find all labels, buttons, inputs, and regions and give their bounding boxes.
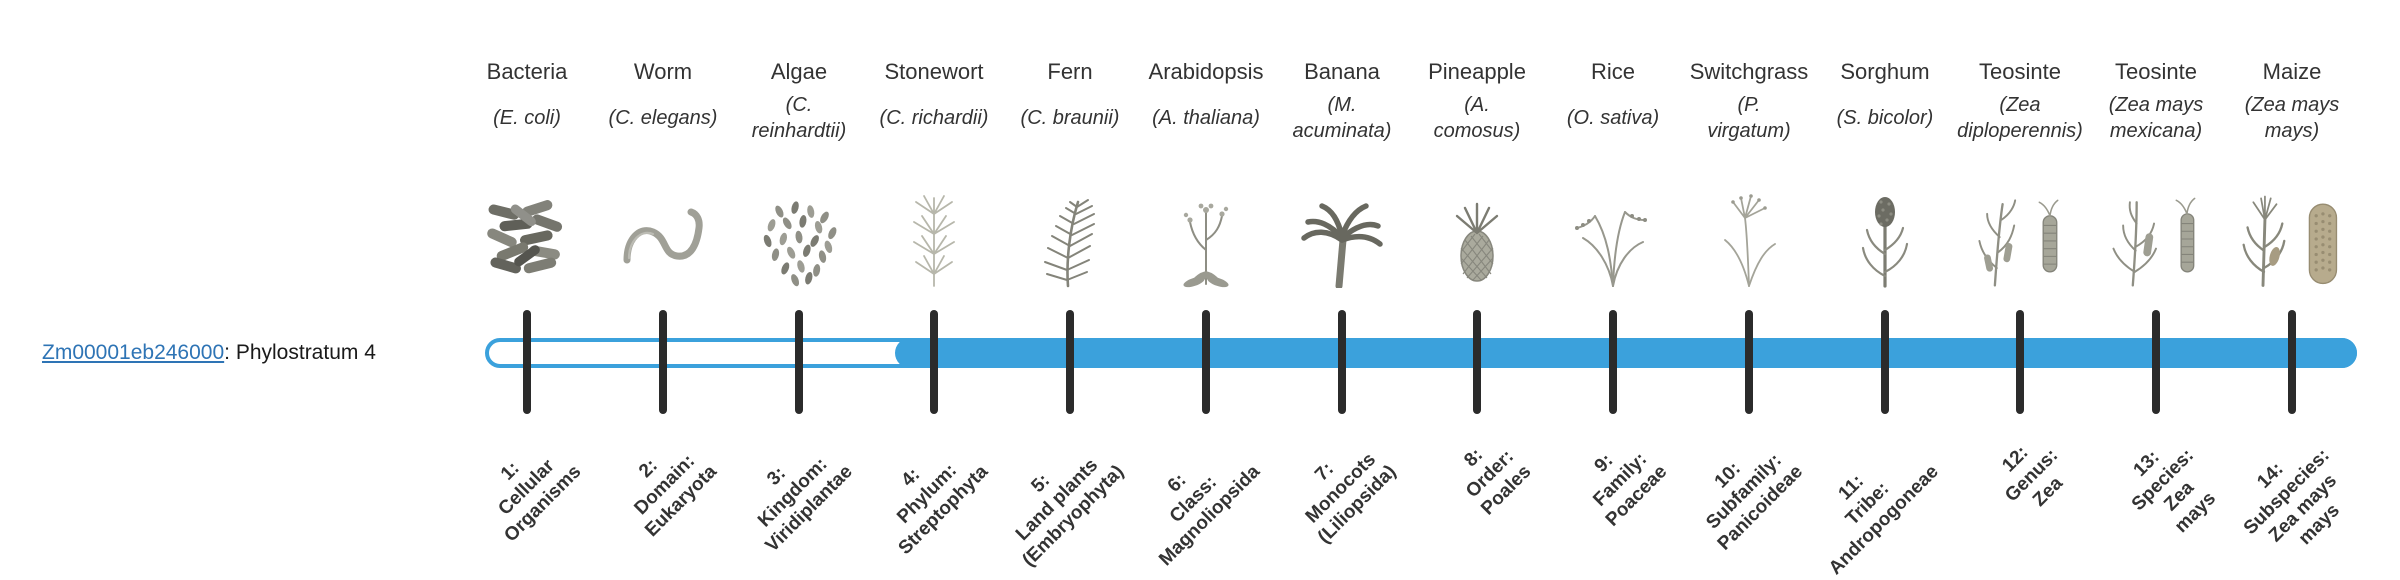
organism-column: Bacteria (E. coli) — [462, 58, 592, 288]
stratum-tick-14 — [2288, 310, 2296, 414]
organism-sci-name: (Zea diploperennis) — [1957, 94, 2083, 142]
organism-sci-name: (C. richardii) — [879, 107, 989, 129]
phylostratum-track-fill — [895, 338, 2357, 368]
organism-column: Pineapple (A. comosus) — [1412, 58, 1542, 288]
stratum-tick-12 — [2016, 310, 2024, 414]
maize-icon — [2234, 190, 2350, 288]
arabidopsis-icon — [1156, 188, 1256, 288]
organism-column: Arabidopsis (A. thaliana) — [1141, 58, 1271, 288]
bacteria-icon — [479, 196, 575, 288]
organism-name: Stonewort — [884, 59, 984, 84]
stratum-label-14: 14: Subspecies: Zea mays mays — [2239, 444, 2344, 550]
organism-column: Teosinte (Zea diploperennis) — [1955, 58, 2085, 288]
organism-name: Bacteria — [486, 59, 568, 84]
organism-sci-name: (C. elegans) — [608, 107, 718, 129]
stratum-label-12: 12: Genus: Zea — [1997, 442, 2067, 511]
stratum-label-1: 1: Cellular Organisms — [494, 455, 586, 547]
fern-icon — [1020, 188, 1120, 288]
stratum-tick-3 — [795, 310, 803, 414]
stratum-tick-9 — [1609, 310, 1617, 414]
organism-name: Maize — [2262, 59, 2322, 84]
organism-column: Worm (C. elegans) — [598, 58, 728, 288]
organism-column: Maize (Zea mays mays) — [2227, 58, 2357, 288]
stratum-label-4: 4: Phylum: Streptophyta — [893, 459, 993, 559]
organism-column: Sorghum (S. bicolor) — [1820, 58, 1950, 288]
organism-sci-name: (A. thaliana) — [1152, 107, 1260, 129]
stratum-tick-4 — [930, 310, 938, 414]
organism-column: Banana (M. acuminata) — [1277, 58, 1407, 288]
stratum-tick-6 — [1202, 310, 1210, 414]
stratum-label-11: 11: Tribe: Andropogoneae — [1825, 461, 1944, 580]
organism-column: Rice (O. sativa) — [1548, 58, 1678, 288]
organism-name: Algae — [770, 59, 828, 84]
phylostratum-text: : Phylostratum 4 — [224, 341, 376, 364]
stratum-label-8: 8: Order: Poales — [1460, 444, 1536, 520]
stonewort-icon — [884, 188, 984, 288]
stratum-label-13: 13: Species: Zea mays — [2127, 444, 2220, 538]
organism-sci-name: (C. braunii) — [1020, 107, 1120, 129]
organism-sci-name: (O. sativa) — [1566, 107, 1660, 129]
organism-sci-name: (P. virgatum) — [1707, 94, 1791, 142]
organism-sci-name: (Zea mays mexicana) — [2108, 94, 2204, 142]
organism-sci-name: (A. comosus) — [1433, 94, 1521, 142]
organism-sci-name: (C. reinhardtii) — [751, 94, 847, 142]
algae-icon — [750, 190, 848, 288]
organism-name: Worm — [633, 59, 693, 84]
organism-column: Algae (C. reinhardtii) — [734, 58, 864, 288]
gene-id-link[interactable]: Zm00001eb246000 — [42, 341, 225, 364]
organism-name: Switchgrass — [1689, 59, 1809, 84]
stratum-label-7: 7: Monocots (Liliopsida) — [1301, 449, 1401, 548]
stratum-tick-13 — [2152, 310, 2160, 414]
stratum-tick-1 — [523, 310, 531, 414]
stratum-label-9: 9: Family: Poaceae — [1589, 448, 1672, 531]
stratum-tick-10 — [1745, 310, 1753, 414]
stratum-label-10: 10: Subfamily: Panicoideae — [1702, 449, 1808, 555]
organism-name: Rice — [1590, 59, 1635, 84]
stratum-label-6: 6: Class: Magnoliopsida — [1155, 461, 1265, 571]
organism-column: Fern (C. braunii) — [1005, 58, 1135, 288]
worm-icon — [613, 188, 713, 288]
stratum-tick-7 — [1338, 310, 1346, 414]
organism-name: Pineapple — [1428, 59, 1526, 84]
organism-sci-name: (Zea mays mays) — [2244, 94, 2340, 142]
organism-sci-name: (S. bicolor) — [1836, 107, 1934, 129]
organism-name: Teosinte — [2115, 59, 2197, 84]
switchgrass-icon — [1699, 188, 1799, 288]
stratum-label-5: 5: Land plants (Embryophyta) — [1011, 454, 1129, 571]
stratum-label-2: 2: Domain: Eukaryota — [630, 450, 722, 542]
stratum-tick-5 — [1066, 310, 1074, 414]
banana-icon — [1292, 188, 1392, 288]
organism-name: Sorghum — [1840, 59, 1930, 84]
gene-label: Zm00001eb246000: Phylostratum 4 — [42, 340, 376, 366]
stratum-tick-8 — [1473, 310, 1481, 414]
stratum-tick-2 — [659, 310, 667, 414]
organism-sci-name: (E. coli) — [493, 107, 561, 129]
organism-name: Teosinte — [1979, 59, 2061, 84]
organism-column: Stonewort (C. richardii) — [869, 58, 999, 288]
sorghum-icon — [1835, 188, 1935, 288]
stratum-label-3: 3: Kingdom: Viridiplantae — [754, 453, 858, 557]
pineapple-icon — [1427, 188, 1527, 288]
organism-column: Switchgrass (P. virgatum) — [1684, 58, 1814, 288]
organism-sci-name: (M. acuminata) — [1292, 94, 1392, 142]
organism-name: Banana — [1304, 59, 1380, 84]
organism-column: Teosinte (Zea mays mexicana) — [2091, 58, 2221, 288]
teosinte-diploperennis-icon — [1962, 190, 2078, 288]
rice-icon — [1563, 188, 1663, 288]
stratum-tick-11 — [1881, 310, 1889, 414]
teosinte-mexicana-icon — [2098, 190, 2214, 288]
organism-name: Arabidopsis — [1148, 59, 1264, 84]
organism-name: Fern — [1047, 59, 1093, 84]
